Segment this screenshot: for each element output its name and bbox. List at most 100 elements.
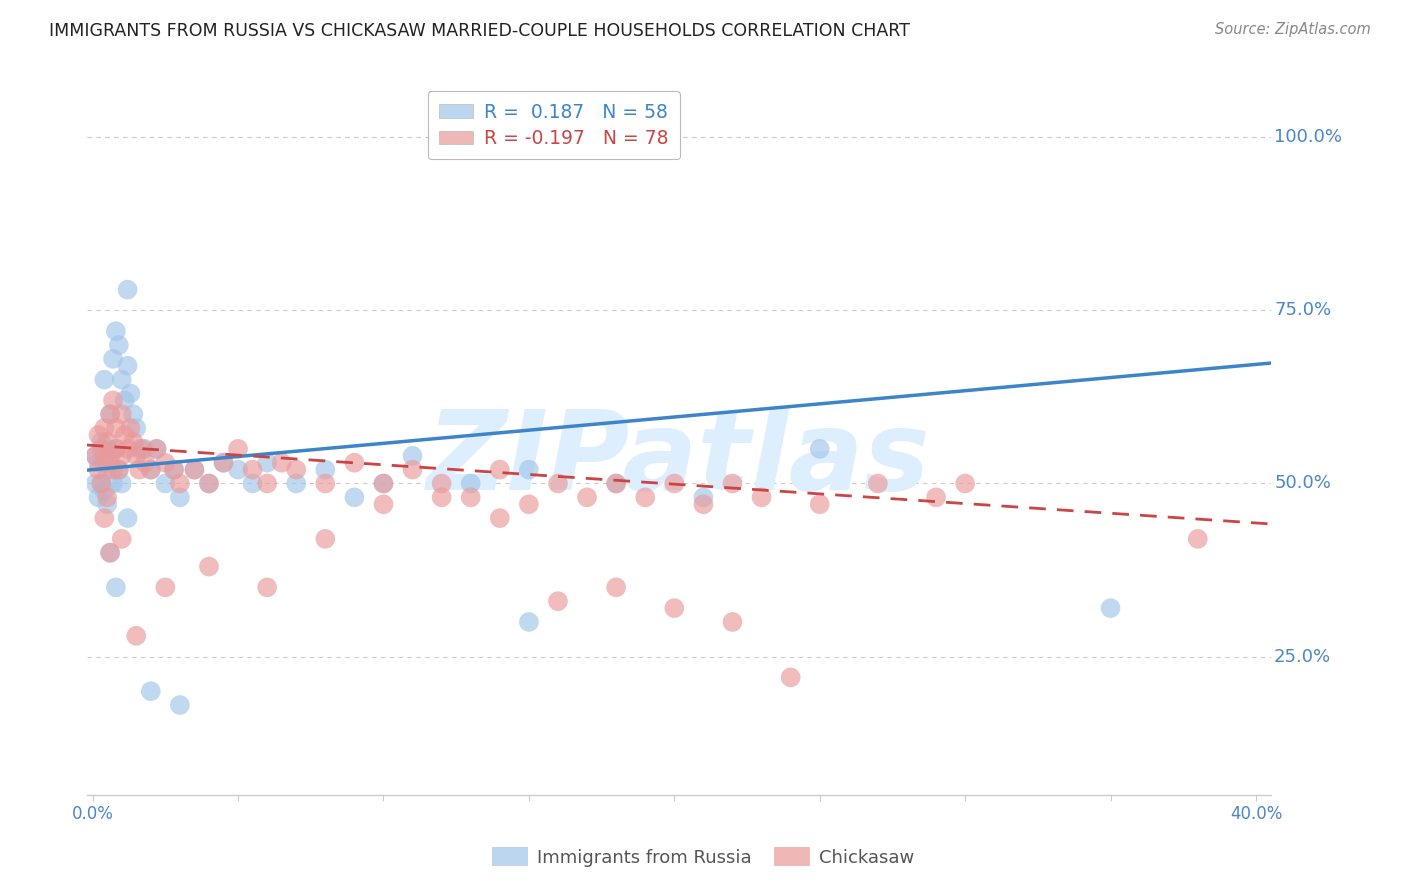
Point <box>155 580 177 594</box>
Point <box>98 456 121 470</box>
Point <box>155 456 177 470</box>
Point <box>517 497 540 511</box>
Point <box>87 456 110 470</box>
Point <box>664 476 686 491</box>
Point <box>1099 601 1122 615</box>
Point <box>104 442 127 456</box>
Point <box>692 497 714 511</box>
Point <box>634 491 657 505</box>
Point <box>90 442 112 456</box>
Point <box>460 476 482 491</box>
Point <box>125 449 148 463</box>
Point <box>128 463 150 477</box>
Text: ZIPatlas: ZIPatlas <box>427 407 931 514</box>
Point <box>111 449 134 463</box>
Point <box>98 407 121 421</box>
Point <box>108 338 131 352</box>
Point <box>114 393 136 408</box>
Point <box>314 476 336 491</box>
Point <box>285 463 308 477</box>
Point <box>145 442 167 456</box>
Point <box>285 476 308 491</box>
Point <box>93 449 115 463</box>
Point <box>183 463 205 477</box>
Point <box>576 491 599 505</box>
Legend: R =  0.187   N = 58, R = -0.197   N = 78: R = 0.187 N = 58, R = -0.197 N = 78 <box>427 91 679 160</box>
Text: 50.0%: 50.0% <box>1274 475 1331 492</box>
Point <box>212 456 235 470</box>
Point <box>488 463 510 477</box>
Point <box>183 463 205 477</box>
Point <box>96 434 118 449</box>
Point <box>226 463 249 477</box>
Point <box>198 476 221 491</box>
Legend: Immigrants from Russia, Chickasaw: Immigrants from Russia, Chickasaw <box>485 840 921 874</box>
Point <box>721 476 744 491</box>
Point <box>125 421 148 435</box>
Point <box>212 456 235 470</box>
Point <box>108 463 131 477</box>
Point <box>87 428 110 442</box>
Point <box>430 476 453 491</box>
Point <box>270 456 292 470</box>
Point <box>314 532 336 546</box>
Point <box>87 463 110 477</box>
Point <box>547 476 569 491</box>
Point <box>117 442 139 456</box>
Point <box>104 580 127 594</box>
Point <box>488 511 510 525</box>
Point <box>145 442 167 456</box>
Point <box>460 491 482 505</box>
Text: Source: ZipAtlas.com: Source: ZipAtlas.com <box>1215 22 1371 37</box>
Point <box>808 442 831 456</box>
Point <box>779 670 801 684</box>
Point <box>96 497 118 511</box>
Point <box>90 476 112 491</box>
Point <box>117 511 139 525</box>
Point <box>808 497 831 511</box>
Point <box>101 351 124 366</box>
Point <box>256 580 278 594</box>
Point <box>226 442 249 456</box>
Point <box>373 476 395 491</box>
Point <box>163 463 186 477</box>
Point <box>953 476 976 491</box>
Point <box>101 393 124 408</box>
Point <box>605 580 627 594</box>
Point <box>98 407 121 421</box>
Point <box>125 629 148 643</box>
Point <box>139 463 162 477</box>
Point <box>90 476 112 491</box>
Point <box>169 698 191 712</box>
Point <box>93 421 115 435</box>
Point <box>98 546 121 560</box>
Point <box>93 511 115 525</box>
Point <box>96 463 118 477</box>
Point <box>117 283 139 297</box>
Point <box>93 373 115 387</box>
Point <box>93 483 115 498</box>
Point <box>84 476 107 491</box>
Point <box>430 491 453 505</box>
Point <box>101 476 124 491</box>
Point <box>98 449 121 463</box>
Point <box>401 449 423 463</box>
Point <box>128 442 150 456</box>
Point <box>605 476 627 491</box>
Point <box>1187 532 1209 546</box>
Point <box>256 456 278 470</box>
Text: 100.0%: 100.0% <box>1274 128 1343 146</box>
Point <box>104 324 127 338</box>
Point <box>134 456 156 470</box>
Point <box>242 463 264 477</box>
Point <box>111 532 134 546</box>
Point <box>87 491 110 505</box>
Point <box>117 359 139 373</box>
Point <box>692 491 714 505</box>
Point <box>131 442 153 456</box>
Point <box>343 491 366 505</box>
Point <box>104 421 127 435</box>
Point <box>84 449 107 463</box>
Text: 25.0%: 25.0% <box>1274 648 1331 665</box>
Point <box>866 476 889 491</box>
